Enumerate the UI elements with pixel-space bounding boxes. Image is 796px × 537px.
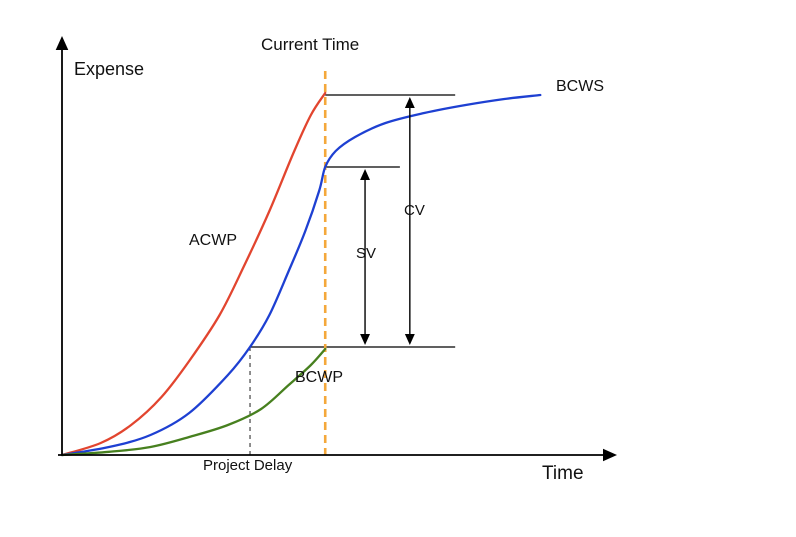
schedule-variance-label: SV <box>356 245 377 262</box>
cost-variance-label: CV <box>404 202 425 219</box>
acwp-series-label: ACWP <box>189 232 237 249</box>
bcwp-series-label: BCWP <box>295 369 343 386</box>
current-time-label: Current Time <box>261 35 360 54</box>
bcws-series-label: BCWS <box>556 78 604 95</box>
y-axis-label: Expense <box>74 59 145 79</box>
x-axis-label: Time <box>542 463 584 484</box>
project-delay-label: Project Delay <box>203 457 293 474</box>
